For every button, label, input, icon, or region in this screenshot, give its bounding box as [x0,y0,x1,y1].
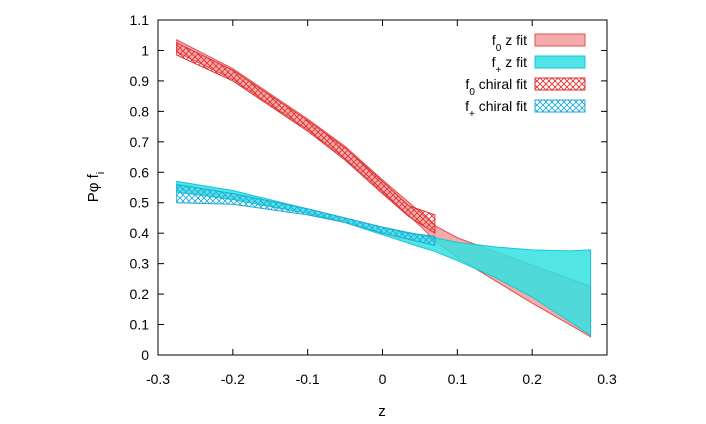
y-axis-label-sub: i [95,172,107,174]
legend-f0-z-swatch [534,33,586,47]
y-tick-label: 0.8 [130,103,150,119]
band-f0-chiral [176,42,436,235]
legend-f0-chiral-label-sub: 0 [469,87,475,98]
legend-f0-z-label-sub: 0 [496,43,502,54]
y-tick-label: 0 [141,347,149,363]
legend-fplus-z-label: f+ z fit [492,54,528,76]
band-fplus-chiral [176,183,436,246]
y-axis-label-main: Pφ f [85,173,102,202]
legend-f0-z-label: f0 z fit [492,32,527,54]
y-tick-label: 0.4 [130,225,150,241]
legend-f0-chiral-swatch [534,77,586,91]
legend-fplus-z-label-sub: + [495,65,501,76]
y-tick-label: 0.7 [130,134,150,150]
data-bands [176,38,592,338]
x-tick-label: 0.1 [448,371,468,387]
legend-fplus-chiral-label: f+ chiral fit [465,98,527,120]
legend-f0-chiral-label-main: f [465,76,469,92]
legend-fplus-z-label-rest: z fit [501,54,527,70]
y-tick-label: 1 [141,42,149,58]
axis-ticks: -0.3 -0.2 -0.1 0 0.1 0.2 0.3 0 0.1 0.2 0.3 0.4 0.5 0.… [130,12,617,387]
x-tick-label: 0 [379,371,387,387]
legend-f0-z-label-rest: z fit [501,32,527,48]
x-tick-label: -0.2 [221,371,245,387]
x-tick-label: -0.3 [146,371,170,387]
y-tick-label: 0.9 [130,73,150,89]
legend-f0-z-label-main: f [492,32,496,48]
x-tick-label: 0.3 [597,371,617,387]
x-tick-label: 0.2 [522,371,542,387]
legend-fplus-z-label-main: f [492,54,496,70]
legend-fplus-chiral-swatch [534,99,586,113]
y-axis-label: Pφ fi [85,172,107,203]
legend-fplus-chiral-label-rest: chiral fit [475,98,527,114]
y-tick-label: 0.6 [130,164,150,180]
legend-f0-chiral-label-rest: chiral fit [475,76,527,92]
x-axis-label: z [378,403,386,420]
y-tick-label: 0.3 [130,256,150,272]
legend-fplus-chiral-label-main: f [465,98,469,114]
y-tick-label: 0.2 [130,286,150,302]
legend-f0-chiral-label: f0 chiral fit [465,76,527,98]
y-tick-label: 0.1 [130,317,150,333]
legend-fplus-z-swatch [534,55,586,69]
x-tick-label: -0.1 [296,371,320,387]
legend-fplus-chiral-label-sub: + [469,109,475,120]
y-tick-label: 1.1 [130,12,150,28]
y-tick-label: 0.5 [130,195,150,211]
